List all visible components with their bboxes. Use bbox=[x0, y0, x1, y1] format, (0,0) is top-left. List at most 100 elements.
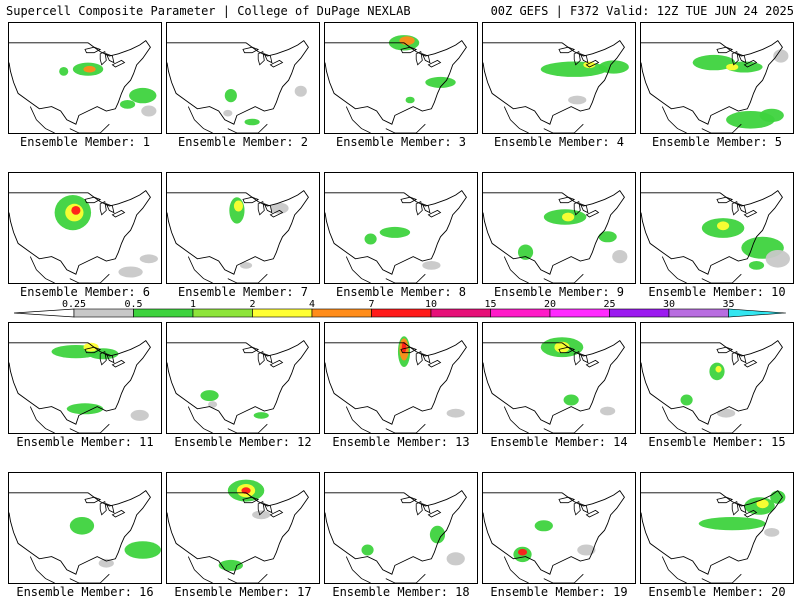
great-lake-outline bbox=[400, 196, 418, 204]
great-lake-outline bbox=[400, 496, 418, 504]
coastline bbox=[641, 339, 783, 425]
coastline bbox=[385, 573, 426, 583]
great-lake-outline bbox=[421, 203, 431, 214]
great-lake-outline bbox=[242, 196, 260, 204]
great-lake-outline bbox=[716, 496, 734, 504]
great-lake-outline bbox=[731, 501, 739, 516]
great-lake-outline bbox=[743, 209, 758, 218]
coastline bbox=[29, 256, 55, 283]
scp-contour bbox=[270, 202, 289, 214]
great-lake-outline bbox=[585, 509, 600, 518]
great-lake-outline bbox=[105, 353, 115, 364]
coastline bbox=[385, 123, 426, 133]
map-canvas bbox=[325, 189, 467, 283]
coastline bbox=[227, 273, 268, 283]
colorbar-tick-label: 20 bbox=[544, 299, 556, 310]
scp-contour bbox=[680, 394, 693, 406]
great-lake-outline bbox=[84, 496, 102, 504]
coastline bbox=[167, 489, 309, 575]
coastline bbox=[325, 339, 467, 425]
scp-contour bbox=[612, 250, 628, 264]
map-panel bbox=[640, 472, 794, 584]
coastline bbox=[69, 423, 110, 433]
colorbar-segment bbox=[311, 308, 372, 318]
scp-contour bbox=[66, 403, 104, 415]
scp-contour bbox=[130, 409, 149, 421]
colorbar-segment bbox=[192, 308, 253, 318]
great-lake-outline bbox=[400, 346, 418, 354]
scp-contour bbox=[715, 365, 722, 373]
member-label: Ensemble Member: 13 bbox=[332, 435, 470, 449]
member-label: Ensemble Member: 12 bbox=[174, 435, 312, 449]
coastline bbox=[503, 106, 529, 133]
great-lake-outline bbox=[242, 496, 260, 504]
coastline bbox=[543, 123, 584, 133]
map-panel bbox=[8, 472, 162, 584]
great-lake-outline bbox=[558, 196, 576, 204]
coastline bbox=[661, 106, 687, 133]
coastline bbox=[187, 256, 213, 283]
coastline bbox=[641, 489, 783, 575]
great-lake-outline bbox=[585, 209, 600, 218]
member-label: Ensemble Member: 17 bbox=[174, 585, 312, 599]
great-lake-outline bbox=[242, 346, 260, 354]
member-label: Ensemble Member: 6 bbox=[19, 285, 151, 299]
colorbar-segment bbox=[133, 308, 194, 318]
great-lake-outline bbox=[111, 359, 126, 368]
map-canvas bbox=[9, 489, 161, 583]
great-lake-outline bbox=[558, 46, 576, 54]
scp-contour bbox=[692, 54, 736, 71]
colorbar-tick-label: 1 bbox=[190, 299, 196, 310]
coastline bbox=[701, 273, 742, 283]
great-lake-outline bbox=[269, 209, 284, 218]
scp-contour bbox=[139, 254, 158, 264]
coastline bbox=[483, 339, 625, 425]
great-lake-outline bbox=[99, 51, 107, 66]
great-lake-outline bbox=[105, 53, 115, 64]
coastline bbox=[9, 339, 151, 425]
member-label: Ensemble Member: 3 bbox=[335, 135, 467, 149]
coastline bbox=[167, 339, 309, 425]
map-panel bbox=[166, 472, 320, 584]
scp-contour bbox=[540, 61, 608, 77]
map-panel bbox=[640, 172, 794, 284]
colorbar-segment bbox=[728, 308, 786, 318]
scp-contour bbox=[129, 87, 157, 104]
great-lake-outline bbox=[737, 353, 747, 364]
map-canvas bbox=[167, 39, 309, 133]
great-lake-outline bbox=[579, 353, 589, 364]
coastline bbox=[187, 406, 213, 433]
title-right: 00Z GEFS | F372 Valid: 12Z TUE JUN 24 20… bbox=[490, 4, 794, 18]
coastline bbox=[29, 106, 55, 133]
scp-contour bbox=[756, 499, 769, 509]
great-lake-outline bbox=[743, 509, 758, 518]
great-lake-outline bbox=[716, 346, 734, 354]
colorbar-tick-label: 0.5 bbox=[124, 299, 142, 310]
colorbar-left-arrow bbox=[14, 308, 75, 318]
map-canvas bbox=[641, 39, 789, 133]
great-lake-outline bbox=[242, 46, 260, 54]
map-panel bbox=[324, 172, 478, 284]
scp-contour bbox=[88, 348, 119, 360]
colorbar-tick-label: 30 bbox=[663, 299, 675, 310]
member-label: Ensemble Member: 2 bbox=[177, 135, 309, 149]
great-lake-outline bbox=[415, 351, 423, 366]
scp-contour bbox=[764, 528, 780, 537]
member-label: Ensemble Member: 19 bbox=[490, 585, 628, 599]
great-lake-outline bbox=[743, 59, 758, 68]
coastline bbox=[701, 123, 742, 133]
great-lake-outline bbox=[257, 201, 265, 216]
map-canvas bbox=[641, 189, 790, 283]
coastline bbox=[69, 573, 110, 583]
great-lake-outline bbox=[111, 209, 126, 218]
great-lake-outline bbox=[427, 509, 442, 518]
coastline bbox=[325, 39, 467, 125]
great-lake-outline bbox=[111, 509, 126, 518]
scp-contour bbox=[698, 517, 766, 531]
member-label: Ensemble Member: 8 bbox=[335, 285, 467, 299]
scp-contour bbox=[141, 105, 157, 117]
scp-contour bbox=[223, 109, 233, 117]
scp-contour bbox=[294, 85, 307, 97]
scp-contour bbox=[361, 544, 374, 556]
colorbar-segment bbox=[549, 308, 610, 318]
